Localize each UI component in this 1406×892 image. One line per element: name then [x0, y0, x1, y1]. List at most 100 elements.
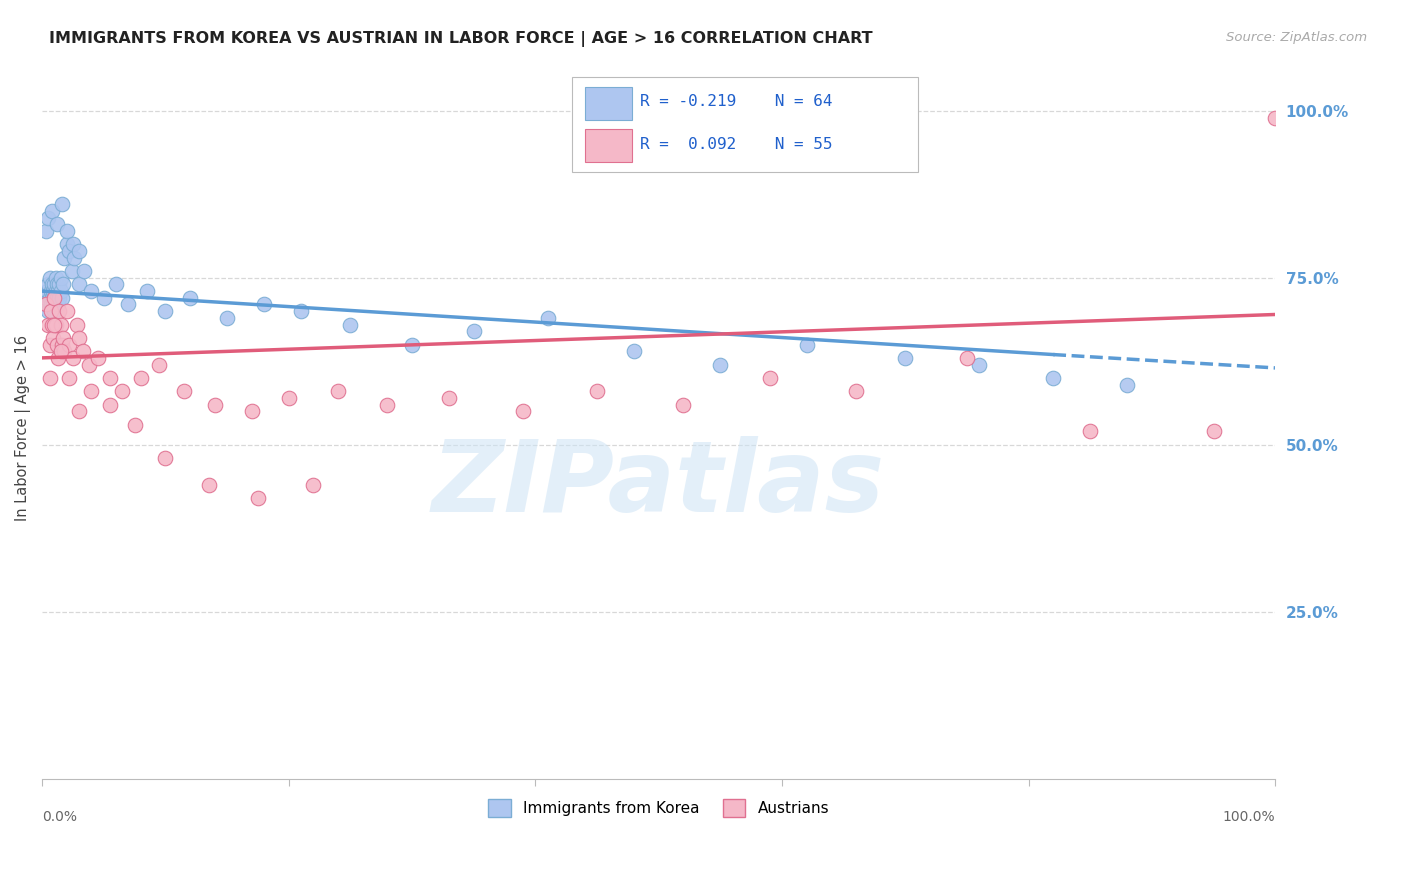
Point [44, 304, 66, 318]
Point [155, 304, 177, 318]
Point [44, 277, 66, 292]
Point [290, 304, 312, 318]
Point [41, 291, 63, 305]
Y-axis label: In Labor Force | Age > 16: In Labor Force | Age > 16 [15, 335, 31, 521]
Point [709, 358, 731, 372]
Point [401, 337, 423, 351]
Point [49, 270, 72, 285]
Point [179, 291, 201, 305]
Point [1042, 371, 1064, 385]
Point [512, 404, 534, 418]
Point [37, 304, 59, 318]
Point [39, 304, 62, 318]
Point [98, 371, 121, 385]
Point [62, 237, 84, 252]
Point [60, 264, 83, 278]
Point [51, 291, 73, 305]
Point [49, 284, 72, 298]
Legend: Immigrants from Korea, Austrians: Immigrants from Korea, Austrians [482, 793, 835, 823]
Text: 100.0%: 100.0% [1223, 810, 1275, 824]
Point [67, 244, 90, 258]
Point [53, 251, 76, 265]
Point [35, 291, 58, 305]
Point [204, 398, 226, 412]
Point [44, 291, 66, 305]
Point [45, 318, 67, 332]
Point [41, 277, 63, 292]
Point [48, 291, 70, 305]
Point [45, 277, 67, 292]
Text: R =  0.092    N = 55: R = 0.092 N = 55 [640, 136, 832, 152]
Point [55, 237, 77, 252]
Point [42, 284, 65, 298]
Text: R = -0.219    N = 64: R = -0.219 N = 64 [640, 95, 832, 110]
Point [67, 277, 90, 292]
Point [586, 384, 609, 399]
Point [46, 351, 69, 365]
Point [49, 344, 72, 359]
Point [1116, 377, 1139, 392]
Point [124, 417, 146, 432]
Point [42, 331, 65, 345]
Point [48, 277, 70, 292]
Point [1202, 425, 1225, 439]
Point [246, 491, 269, 505]
Point [37, 211, 59, 225]
Point [55, 304, 77, 318]
Point [38, 337, 60, 351]
Point [111, 384, 134, 399]
Point [35, 224, 58, 238]
Point [98, 398, 121, 412]
FancyBboxPatch shape [572, 78, 918, 172]
Point [73, 264, 96, 278]
Point [45, 291, 67, 305]
Point [45, 218, 67, 232]
Point [845, 384, 868, 399]
Point [42, 297, 65, 311]
Point [44, 318, 66, 332]
Point [623, 344, 645, 359]
Point [35, 297, 58, 311]
Point [46, 284, 69, 298]
Point [52, 277, 75, 292]
Point [58, 371, 80, 385]
Point [77, 358, 100, 372]
Point [277, 391, 299, 405]
Point [956, 351, 979, 365]
Point [38, 371, 60, 385]
Point [39, 284, 62, 298]
Text: Source: ZipAtlas.com: Source: ZipAtlas.com [1226, 31, 1367, 45]
Point [253, 297, 276, 311]
Point [129, 371, 152, 385]
Point [38, 291, 60, 305]
Point [67, 331, 90, 345]
Point [80, 284, 103, 298]
Point [672, 398, 695, 412]
Point [45, 270, 67, 285]
Point [41, 204, 63, 219]
Point [93, 291, 115, 305]
Point [796, 337, 818, 351]
Point [37, 277, 59, 292]
Point [326, 384, 349, 399]
Point [197, 477, 219, 491]
Point [35, 284, 58, 298]
Point [37, 318, 59, 332]
Text: IMMIGRANTS FROM KOREA VS AUSTRIAN IN LABOR FORCE | AGE > 16 CORRELATION CHART: IMMIGRANTS FROM KOREA VS AUSTRIAN IN LAB… [49, 31, 873, 47]
Point [1264, 111, 1286, 125]
Point [894, 351, 917, 365]
Point [80, 384, 103, 399]
Point [377, 398, 399, 412]
Point [62, 351, 84, 365]
Point [72, 344, 94, 359]
Point [51, 197, 73, 211]
Point [34, 297, 56, 311]
Point [67, 404, 90, 418]
Point [215, 310, 238, 325]
Point [117, 297, 139, 311]
Point [240, 404, 263, 418]
Point [437, 391, 460, 405]
Point [86, 351, 108, 365]
Point [58, 244, 80, 258]
Point [44, 291, 66, 305]
